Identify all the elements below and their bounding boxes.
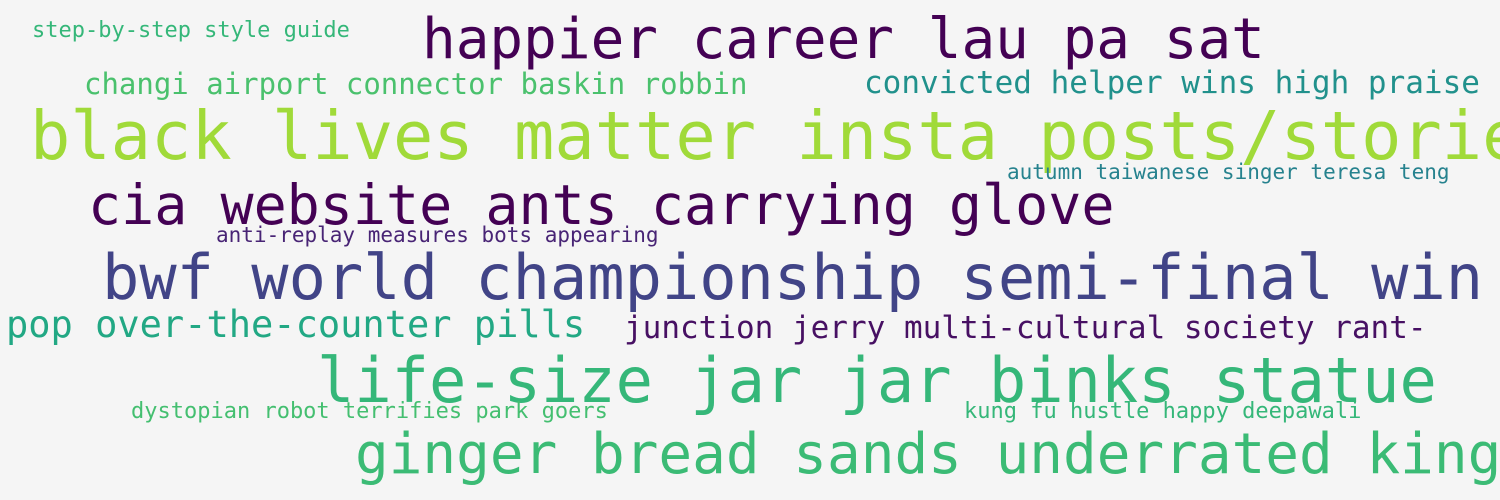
word-changi-airport-connector-baskin-robbin: changi airport connector baskin robbin <box>84 67 748 101</box>
word-pop-over-the-counter-pills: pop over-the-counter pills <box>6 303 586 346</box>
word-autumn-taiwanese-singer-teresa-teng: autumn taiwanese singer teresa teng <box>1007 160 1450 184</box>
word-cia-website-ants-carrying-glove: cia website ants carrying glove <box>88 173 1115 237</box>
word-happier-career-lau-pa-sat: happier career lau pa sat <box>422 7 1265 72</box>
word-kung-fu-hustle-happy-deepawali: kung fu hustle happy deepawali <box>964 399 1362 424</box>
word-anti-replay-measures-bots-appearing: anti-replay measures bots appearing <box>216 223 659 247</box>
word-black-lives-matter-insta-posts-stories: black lives matter insta posts/stories <box>30 97 1500 175</box>
word-life-size-jar-jar-binks-statue: life-size jar jar binks statue <box>317 344 1437 417</box>
word-junction-jerry-multi-cultural-society-rant: junction jerry multi-cultural society ra… <box>624 310 1427 346</box>
word-bwf-world-championship-semi-final-win: bwf world championship semi-final win <box>102 241 1484 314</box>
word-convicted-helper-wins-high-praise: convicted helper wins high praise <box>864 65 1480 101</box>
word-ginger-bread-sands-underrated-king: ginger bread sands underrated king <box>355 422 1500 487</box>
word-dystopian-robot-terrifies-park-goers: dystopian robot terrifies park goers <box>131 399 608 424</box>
word-step-by-step-style-guide: step-by-step style guide <box>32 18 350 43</box>
